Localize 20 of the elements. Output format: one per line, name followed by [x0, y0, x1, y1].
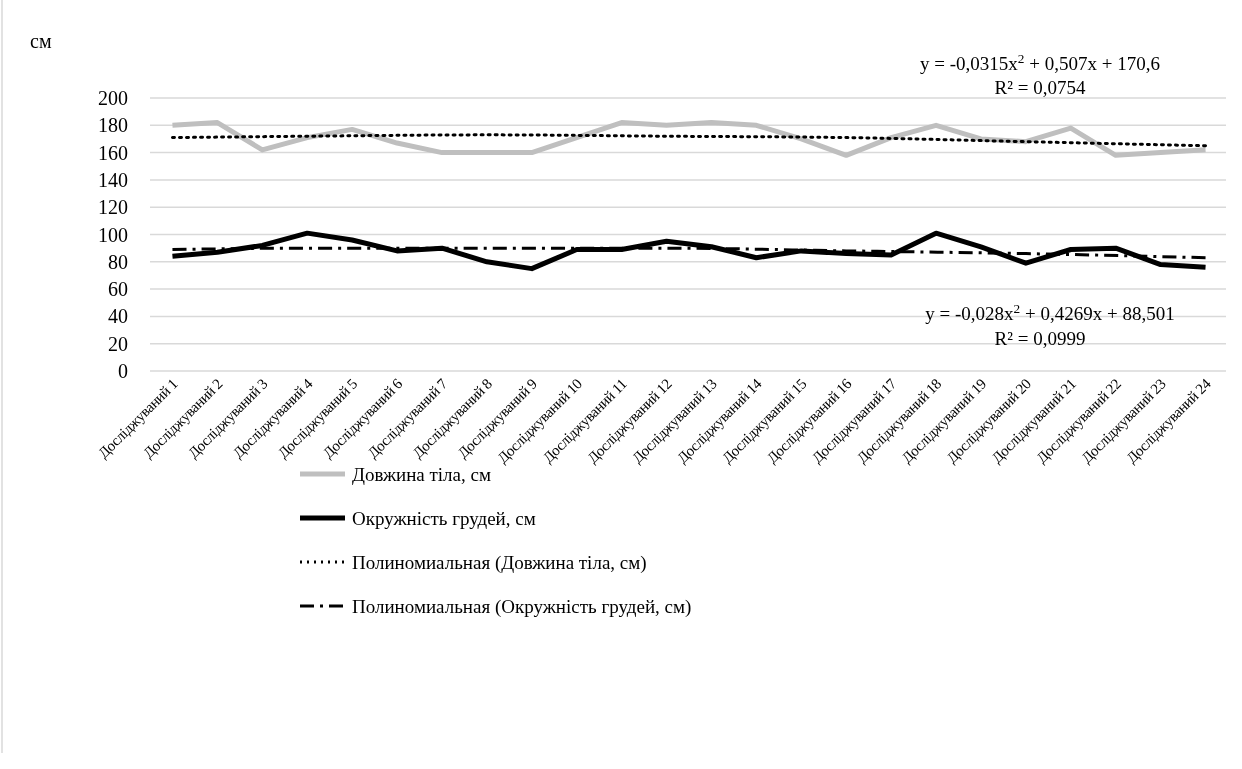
- y-tick-label: 180: [98, 114, 128, 137]
- y-tick-label: 120: [98, 196, 128, 219]
- annotation: R² = 0,0754: [994, 77, 1086, 98]
- y-tick-label: 20: [108, 332, 128, 355]
- y-tick-label: 160: [98, 141, 128, 164]
- annotation: y = -0,028x$^{2}$ + 0,4269x + 88,501: [925, 300, 1175, 324]
- y-axis-title: см: [30, 30, 52, 52]
- y-tick-label: 60: [108, 278, 128, 301]
- text: y = -0,0315x$^{2}$ + 0,507x + 170,6: [920, 50, 1160, 74]
- legend-label: Окружність грудей, см: [352, 507, 536, 529]
- y-tick-label: 40: [108, 305, 128, 328]
- y-tick-label: 100: [98, 223, 128, 246]
- y-tick-label: 140: [98, 168, 128, 191]
- annotation: R² = 0,0999: [994, 328, 1086, 349]
- y-tick-label: 80: [108, 250, 128, 273]
- legend-label: Довжина тіла, см: [352, 463, 491, 485]
- legend-label: Полиномиальная (Окружність грудей, см): [352, 595, 692, 618]
- y-tick-label: 0: [118, 360, 128, 382]
- legend-label: Полиномиальная (Довжина тіла, см): [352, 551, 647, 574]
- y-tick-label: 200: [98, 87, 128, 109]
